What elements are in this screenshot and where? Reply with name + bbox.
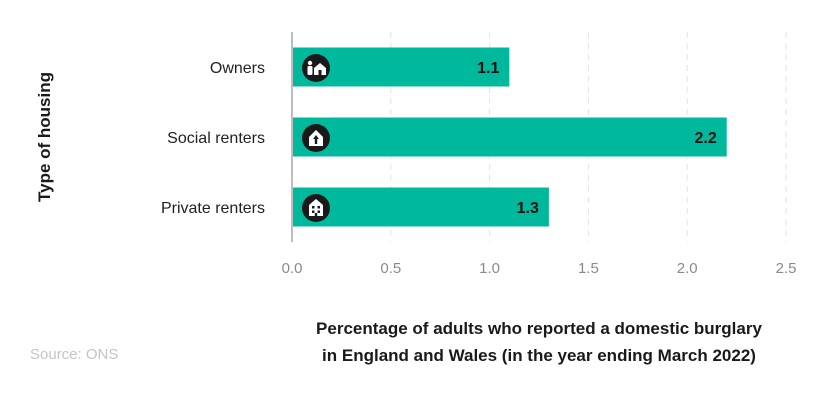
person-house-icon — [302, 54, 330, 82]
category-label: Owners — [210, 60, 265, 77]
data-label: 1.3 — [517, 200, 539, 217]
x-tick-label: 1.0 — [479, 260, 500, 277]
x-tick-label: 1.5 — [578, 260, 599, 277]
x-tick-label: 2.5 — [776, 260, 797, 277]
category-label: Social renters — [167, 130, 265, 147]
x-tick-label: 2.0 — [677, 260, 698, 277]
bar — [292, 187, 549, 227]
data-label: 1.1 — [477, 60, 499, 77]
y-axis-title: Type of housing — [35, 72, 54, 202]
source-note: Source: ONS — [30, 346, 119, 363]
x-ticks: 0.0 0.5 1.0 1.5 2.0 2.5 — [282, 260, 797, 277]
x-tick-label: 0.5 — [380, 260, 401, 277]
apartment-building-icon — [302, 194, 330, 222]
x-axis-title-line-1: Percentage of adults who reported a dome… — [316, 319, 762, 338]
data-label: 2.2 — [694, 130, 716, 147]
house-arrow-icon — [302, 124, 330, 152]
bars-group: 1.1 2.2 1.3 — [292, 47, 727, 227]
x-tick-label: 0.0 — [282, 260, 303, 277]
category-label: Private renters — [161, 200, 265, 217]
bar — [292, 117, 727, 157]
x-axis-title-line-2: in England and Wales (in the year ending… — [322, 346, 756, 365]
